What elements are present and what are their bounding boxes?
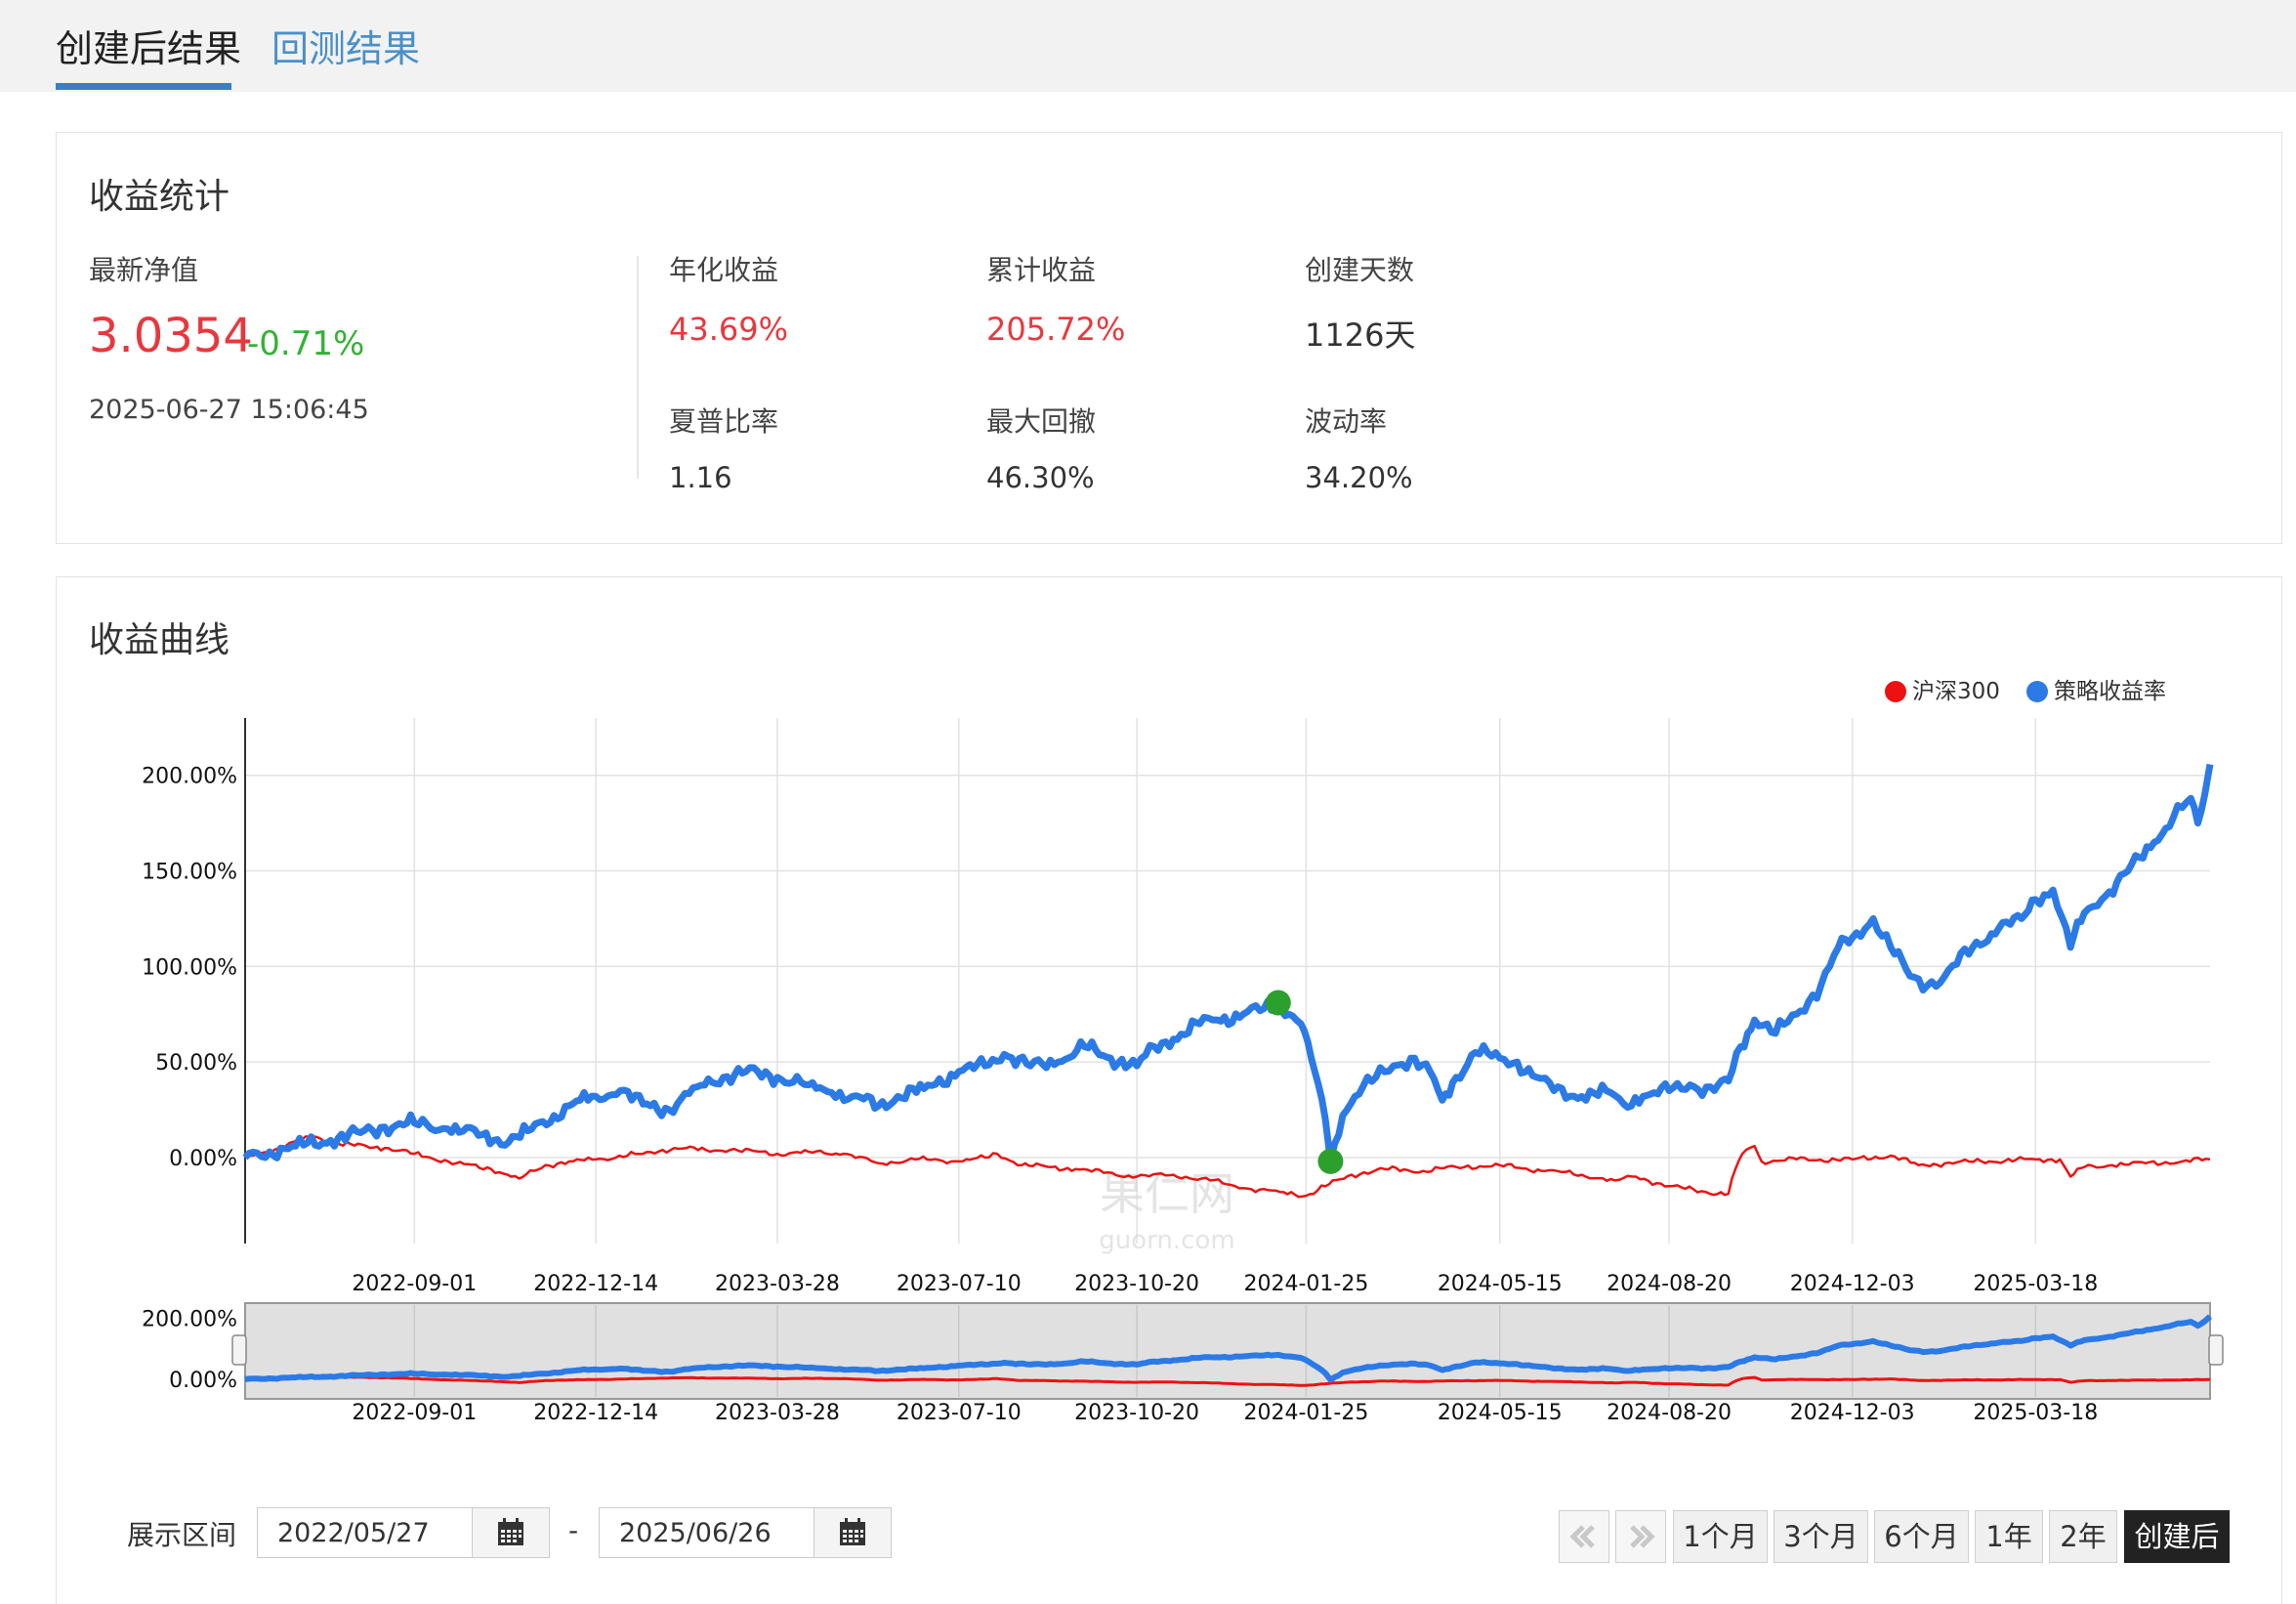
double-chevron-left-icon: [1569, 1525, 1595, 1548]
navigator-x-tick-label: 2024-12-03: [1790, 1401, 1915, 1425]
x-tick-label: 2024-12-03: [1790, 1272, 1915, 1296]
stats-divider: [637, 256, 639, 479]
legend-hs300-label: 沪深300: [1912, 679, 2000, 704]
nav-change: -0.71%: [247, 324, 365, 363]
chart-grid: [245, 718, 2210, 1244]
legend-strategy-marker: [2026, 681, 2048, 702]
navigator-y-tick-label: 0.00%: [169, 1369, 237, 1393]
cumulative-return-value: 205.72%: [986, 311, 1126, 348]
series-line-hs300: [244, 1135, 2211, 1199]
legend-hs300-marker: [1885, 681, 1906, 702]
navigator-x-tick-label: 2024-01-25: [1243, 1401, 1368, 1425]
chart-markers: [1265, 990, 1344, 1174]
x-tick-label: 2024-01-25: [1243, 1272, 1368, 1296]
created-days-value: 1126天: [1305, 317, 1416, 354]
range-separator: -: [568, 1514, 579, 1546]
volatility-value: 34.20%: [1305, 461, 1413, 494]
max-drawdown-label: 最大回撤: [986, 405, 1097, 438]
x-tick-label: 2022-09-01: [352, 1272, 477, 1296]
period-since-created-button[interactable]: 创建后: [2124, 1510, 2230, 1563]
end-date-calendar-button[interactable]: [814, 1508, 891, 1557]
curve-panel: [56, 576, 2282, 1604]
nav-value: 3.0354: [89, 309, 253, 363]
navigator-line-hs300: [244, 1374, 2210, 1387]
nav-label: 最新净值: [89, 254, 199, 286]
navigator-right-handle[interactable]: [2208, 1334, 2224, 1366]
sharpe-value: 1.16: [669, 461, 732, 494]
previous-range-button[interactable]: [1559, 1510, 1609, 1563]
navigator-x-tick-label: 2025-03-18: [1973, 1401, 2098, 1425]
chart-series: [242, 763, 2214, 1199]
sharpe-label: 夏普比率: [669, 405, 779, 438]
legend-strategy-label: 策略收益率: [2054, 679, 2166, 704]
period-3-months-button[interactable]: 3个月: [1774, 1510, 1868, 1563]
drawdown-peak-marker: [1265, 990, 1291, 1016]
y-tick-label: 100.00%: [142, 955, 237, 980]
y-tick-label: 150.00%: [142, 861, 237, 885]
legend-hs300[interactable]: 沪深300: [1885, 672, 2000, 705]
end-date-picker: [599, 1507, 892, 1558]
navigator-y-labels: 200.00% 0.00%: [142, 1307, 237, 1393]
tab-bar: 创建后结果 回测结果: [0, 0, 2296, 92]
calendar-icon: [840, 1518, 865, 1545]
start-date-calendar-button[interactable]: [472, 1508, 549, 1557]
navigator-x-tick-label: 2023-10-20: [1074, 1401, 1199, 1425]
legend-strategy[interactable]: 策略收益率: [2026, 672, 2166, 705]
stats-title: 收益统计: [89, 177, 230, 217]
period-1-month-button[interactable]: 1个月: [1673, 1510, 1768, 1563]
x-tick-label: 2022-12-14: [533, 1272, 658, 1296]
navigator-line-strategy: [244, 1314, 2213, 1383]
navigator-x-tick-label: 2022-09-01: [352, 1401, 477, 1425]
annual-return-label: 年化收益: [669, 254, 779, 286]
period-2-years-button[interactable]: 2年: [2049, 1510, 2117, 1563]
drawdown-trough-marker: [1317, 1148, 1344, 1174]
y-tick-label: 200.00%: [142, 765, 237, 789]
volatility-label: 波动率: [1305, 405, 1388, 438]
range-label: 展示区间: [127, 1519, 237, 1551]
x-tick-label: 2023-03-28: [715, 1272, 840, 1296]
y-tick-label: 50.00%: [155, 1051, 237, 1076]
x-tick-label: 2024-05-15: [1438, 1272, 1563, 1296]
navigator-series: [244, 1314, 2213, 1387]
tab-backtest-results[interactable]: 回测结果: [271, 27, 421, 70]
calendar-icon: [498, 1518, 523, 1545]
tab-created-results[interactable]: 创建后结果: [56, 27, 242, 70]
stats-panel: [56, 132, 2282, 544]
period-6-months-button[interactable]: 6个月: [1874, 1510, 1969, 1563]
navigator-left-handle[interactable]: [231, 1334, 247, 1366]
series-line-strategy: [242, 763, 2214, 1165]
annual-return-value: 43.69%: [669, 311, 789, 348]
max-drawdown-value: 46.30%: [986, 461, 1095, 494]
return-curve-chart[interactable]: 2022-09-01 2022-12-14 2023-03-28 2023-07-10…: [0, 0, 2296, 1465]
cumulative-return-label: 累计收益: [986, 254, 1097, 286]
watermark-en: guorn.com: [1099, 1226, 1234, 1255]
navigator-x-tick-label: 2023-07-10: [897, 1401, 1022, 1425]
start-date-input[interactable]: [258, 1508, 492, 1557]
navigator-x-tick-label: 2024-05-15: [1438, 1401, 1563, 1425]
navigator-x-labels: 2022-09-01 2022-12-14 2023-03-28 2023-07-10…: [352, 1401, 2098, 1425]
curve-title: 收益曲线: [89, 620, 230, 660]
navigator-y-tick-label: 200.00%: [142, 1307, 237, 1331]
x-tick-label: 2025-03-18: [1973, 1272, 2098, 1296]
x-tick-label: 2024-08-20: [1607, 1272, 1732, 1296]
end-date-input[interactable]: [600, 1508, 834, 1557]
y-tick-label: 0.00%: [169, 1147, 237, 1171]
nav-timestamp: 2025-06-27 15:06:45: [89, 395, 369, 425]
x-tick-label: 2023-07-10: [897, 1272, 1022, 1296]
y-axis-labels: 200.00% 150.00% 100.00% 50.00% 0.00%: [142, 765, 237, 1171]
navigator-grid: [413, 1305, 2037, 1397]
navigator-x-tick-label: 2023-03-28: [715, 1401, 840, 1425]
created-days-label: 创建天数: [1305, 254, 1415, 286]
double-chevron-right-icon: [1630, 1525, 1655, 1548]
start-date-picker: [257, 1507, 550, 1558]
period-1-year-button[interactable]: 1年: [1975, 1510, 2043, 1563]
x-tick-label: 2023-10-20: [1074, 1272, 1199, 1296]
x-axis-labels: 2022-09-01 2022-12-14 2023-03-28 2023-07-10…: [352, 1272, 2098, 1296]
next-range-button[interactable]: [1615, 1510, 1666, 1563]
navigator-x-tick-label: 2024-08-20: [1607, 1401, 1732, 1425]
navigator-x-tick-label: 2022-12-14: [533, 1401, 658, 1425]
active-tab-indicator: [56, 83, 231, 90]
